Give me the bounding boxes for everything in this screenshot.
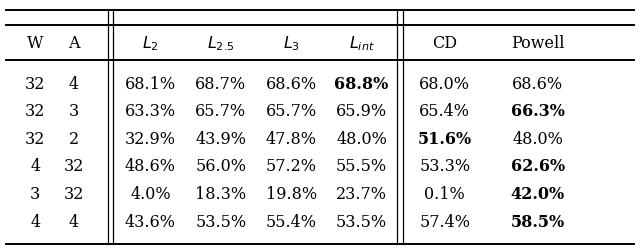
Text: 32: 32 <box>25 103 45 120</box>
Text: 68.6%: 68.6% <box>512 75 563 92</box>
Text: 66.3%: 66.3% <box>511 103 564 120</box>
Text: W: W <box>27 35 44 52</box>
Text: 4: 4 <box>68 75 79 92</box>
Text: 18.3%: 18.3% <box>195 185 246 202</box>
Text: 68.7%: 68.7% <box>195 75 246 92</box>
Text: $L_3$: $L_3$ <box>283 34 300 53</box>
Text: 42.0%: 42.0% <box>511 185 564 202</box>
Text: 51.6%: 51.6% <box>418 130 472 147</box>
Text: 2: 2 <box>68 130 79 147</box>
Text: 4.0%: 4.0% <box>130 185 171 202</box>
Text: 4: 4 <box>30 158 40 175</box>
Text: 32: 32 <box>25 75 45 92</box>
Text: 65.7%: 65.7% <box>266 103 317 120</box>
Text: 48.0%: 48.0% <box>336 130 387 147</box>
Text: 58.5%: 58.5% <box>511 214 564 230</box>
Text: 48.6%: 48.6% <box>125 158 176 175</box>
Text: 32: 32 <box>63 185 84 202</box>
Text: CD: CD <box>432 35 458 52</box>
Text: 32: 32 <box>63 158 84 175</box>
Text: 53.3%: 53.3% <box>419 158 470 175</box>
Text: 48.0%: 48.0% <box>512 130 563 147</box>
Text: 65.7%: 65.7% <box>195 103 246 120</box>
Text: 3: 3 <box>68 103 79 120</box>
Text: 4: 4 <box>68 214 79 230</box>
Text: A: A <box>68 35 79 52</box>
Text: 0.1%: 0.1% <box>424 185 465 202</box>
Text: 62.6%: 62.6% <box>511 158 564 175</box>
Text: 19.8%: 19.8% <box>266 185 317 202</box>
Text: 63.3%: 63.3% <box>125 103 176 120</box>
Text: 55.5%: 55.5% <box>336 158 387 175</box>
Text: 43.6%: 43.6% <box>125 214 176 230</box>
Text: $L_{2.5}$: $L_{2.5}$ <box>207 34 235 53</box>
Text: 32: 32 <box>25 130 45 147</box>
Text: 43.9%: 43.9% <box>195 130 246 147</box>
Text: $L_{int}$: $L_{int}$ <box>349 34 374 53</box>
Text: 68.8%: 68.8% <box>335 75 388 92</box>
Text: 23.7%: 23.7% <box>336 185 387 202</box>
Text: 65.4%: 65.4% <box>419 103 470 120</box>
Text: Powell: Powell <box>511 35 564 52</box>
Text: 68.1%: 68.1% <box>125 75 176 92</box>
Text: 68.6%: 68.6% <box>266 75 317 92</box>
Text: 65.9%: 65.9% <box>336 103 387 120</box>
Text: 55.4%: 55.4% <box>266 214 317 230</box>
Text: 3: 3 <box>30 185 40 202</box>
Text: 68.0%: 68.0% <box>419 75 470 92</box>
Text: 57.4%: 57.4% <box>419 214 470 230</box>
Text: $L_2$: $L_2$ <box>142 34 159 53</box>
Text: 4: 4 <box>30 214 40 230</box>
Text: 53.5%: 53.5% <box>336 214 387 230</box>
Text: 57.2%: 57.2% <box>266 158 317 175</box>
Text: 56.0%: 56.0% <box>195 158 246 175</box>
Text: 53.5%: 53.5% <box>195 214 246 230</box>
Text: 32.9%: 32.9% <box>125 130 176 147</box>
Text: 47.8%: 47.8% <box>266 130 317 147</box>
